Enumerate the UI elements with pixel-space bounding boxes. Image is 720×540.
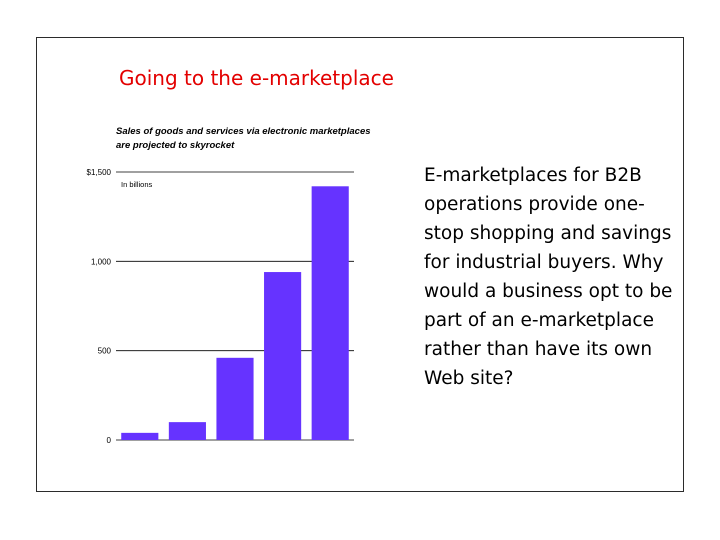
bar xyxy=(311,186,349,440)
bar xyxy=(264,272,302,440)
bar xyxy=(216,357,254,440)
slide-title: Going to the e-marketplace xyxy=(119,66,394,90)
slide-frame xyxy=(36,37,684,492)
bar xyxy=(168,422,206,440)
slide-body-text: E-marketplaces for B2B operations provid… xyxy=(424,165,673,389)
y-tick-label: 500 xyxy=(98,347,112,356)
y-tick-label: 0 xyxy=(107,436,112,445)
y-tick-label: $1,500 xyxy=(87,168,112,177)
y-tick-label: 1,000 xyxy=(91,257,112,266)
chart-title: Sales of goods and services via electron… xyxy=(116,126,371,151)
unit-label: In billions xyxy=(121,180,153,189)
bar xyxy=(121,432,159,440)
